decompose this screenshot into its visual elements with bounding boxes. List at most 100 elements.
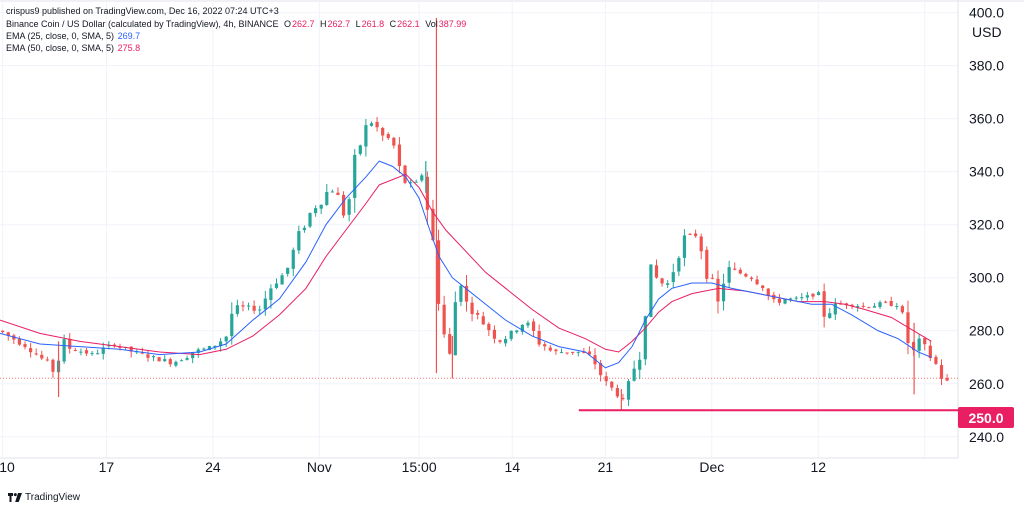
candle-body [101,347,105,354]
candle-body [219,341,223,346]
candle-body [509,330,513,339]
candle-body [638,359,642,370]
candle-body [610,381,614,388]
candle-body [157,357,161,362]
time-axis-labels[interactable]: 10 17 24 Nov 15:00 14 21 Dec 12 [0,459,826,475]
candle-body [420,175,424,181]
candle-body [800,297,804,299]
price-tick-label: 300.0 [969,270,1004,286]
price-tick-label: 400.0 [969,5,1004,21]
candle-body [699,236,703,252]
candle-body [498,340,502,342]
candle-body [755,279,759,285]
candle-body [504,339,508,344]
ema-25-line [0,160,932,369]
candle-body [297,231,301,251]
candle-body [319,204,323,209]
candle-body [833,303,837,315]
candle-body [241,305,245,307]
price-tick-label: 340.0 [969,164,1004,180]
candle-body [29,348,33,353]
candle-body [436,240,441,304]
candle-body [470,302,474,315]
candle-body [224,336,228,342]
candle-body [96,353,100,355]
candle-body [615,388,619,397]
candle-body [895,305,899,307]
price-tick-label: 360.0 [969,111,1004,127]
time-tick-label: 14 [504,459,520,475]
candle-body [710,277,714,279]
candle-body [716,278,720,302]
time-tick-label: 24 [205,459,221,475]
candle-body [207,346,212,350]
candle-body [45,359,49,361]
candle-body [381,127,385,136]
volume-value: 387.99 [438,19,467,29]
candle-body [258,309,262,311]
candle-body [777,298,782,303]
candle-body [73,349,77,351]
candle-body [448,334,452,354]
candle-body [571,351,575,353]
candle-body [369,123,374,126]
currency-label[interactable]: USD [972,24,1002,40]
candle-body [252,305,256,311]
candle-body [688,233,692,235]
candle-body [51,359,55,372]
candle-body [263,298,267,310]
candle-body [632,368,636,381]
candle-body [828,313,832,318]
candle-body [671,272,675,282]
candle-body [554,349,558,352]
time-tick-label: 10 [0,459,15,475]
candle-body [330,191,334,193]
candle-body [884,301,888,303]
candle-body [789,298,793,300]
candle-body [582,352,586,354]
candle-body [861,305,865,307]
candle-body [269,288,273,301]
candle-body [733,268,737,270]
ema-50-legend[interactable]: EMA (50, close, 0, SMA, 5) 275.8 [6,43,140,54]
candle-body [84,350,89,354]
candle-body [353,154,357,198]
publish-info: crispus9 published on TradingView.com, D… [6,6,279,16]
low-label: L [355,19,361,29]
candle-body [68,338,72,349]
tradingview-brand[interactable]: TradingView [8,492,80,503]
open-value: 262.7 [292,19,315,29]
candle-body [112,344,117,347]
candle-body [140,352,144,354]
candle-body [202,348,206,350]
candle-body [118,346,122,348]
price-axis-labels[interactable]: 240.0 260.0 280.0 300.0 320.0 340.0 360.0 380.0… [969,5,1004,445]
candle-body [526,322,530,326]
candle-body [738,269,742,274]
candle-body [481,316,485,325]
candle-body [939,365,944,379]
candle-body [168,359,172,365]
candle-body [543,344,547,347]
candle-body [900,306,904,313]
candle-body [576,351,580,353]
candle-body [163,359,167,362]
candle-body [308,213,312,227]
candle-body [397,144,402,166]
support-price-label: 250.0 [958,407,1014,428]
support-price-value: 250.0 [968,410,1003,426]
candle-body [23,344,27,348]
candle-body [464,285,469,302]
candle-body [79,351,83,353]
candle-body [548,347,552,351]
candle-body [666,283,670,285]
high-label: H [320,19,327,29]
candle-body [515,330,519,333]
candle-body [727,267,731,283]
candle-body [654,265,659,278]
candle-body [643,316,647,360]
tradingview-brand-text: TradingView [25,492,81,503]
ema-25-legend[interactable]: EMA (25, close, 0, SMA, 5) 269.7 [6,31,140,42]
symbol-name[interactable]: Binance Coin / US Dollar (calculated by … [6,19,279,29]
